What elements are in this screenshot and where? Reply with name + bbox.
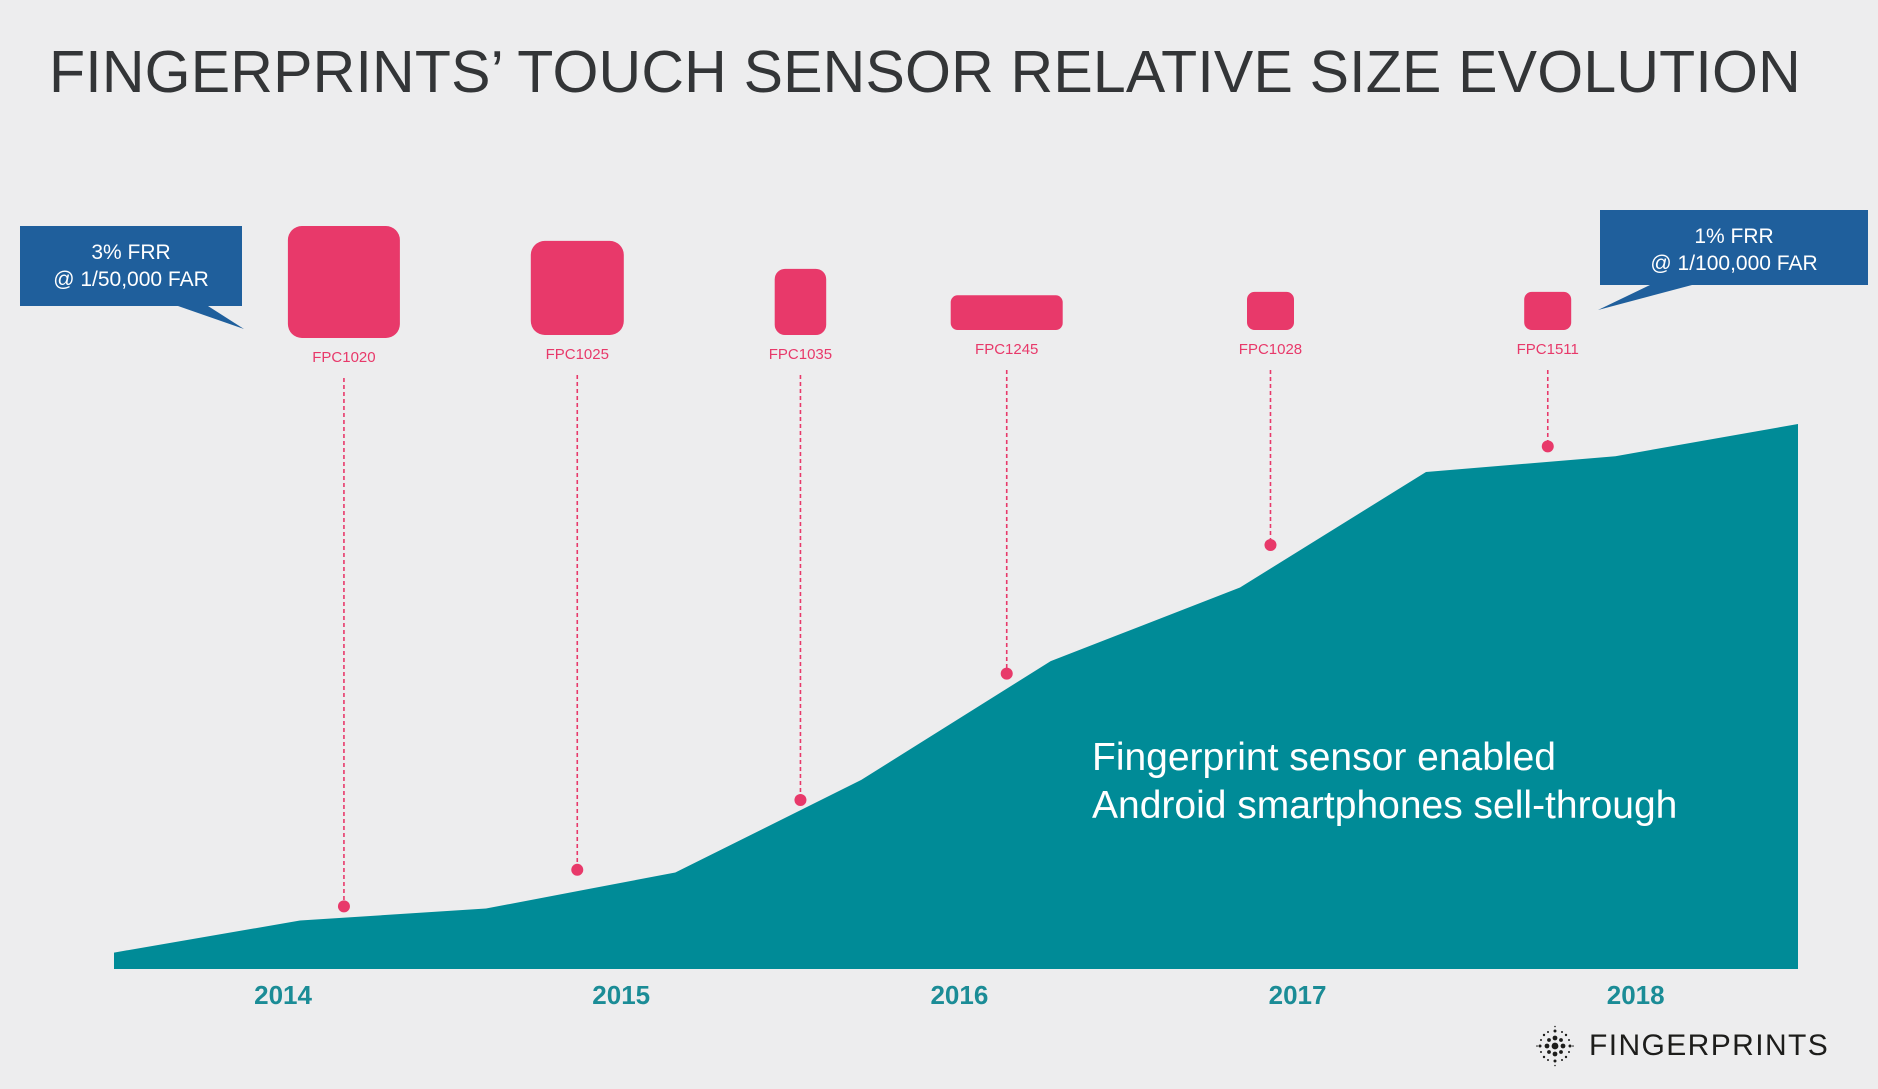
x-tick-label: 2014 <box>254 980 312 1010</box>
sensor-chip <box>1247 291 1294 330</box>
callout-pointer <box>178 306 244 329</box>
callout-pointer <box>1598 285 1692 310</box>
sensor-label: FPC1511 <box>1517 341 1579 358</box>
area-layer <box>114 424 1798 969</box>
callout-text: 1% FRR @ 1/100,000 FAR <box>1650 225 1817 275</box>
sensor-point <box>1264 538 1277 551</box>
brand-footer: FINGERPRINTS <box>1536 1025 1829 1067</box>
brand-name: FINGERPRINTS <box>1589 1029 1830 1062</box>
sensor-label: FPC1025 <box>546 346 609 363</box>
callout-line: 1% FRR <box>1694 225 1773 248</box>
callout-line: @ 1/50,000 FAR <box>53 268 209 291</box>
sensor-label: FPC1028 <box>1239 341 1302 358</box>
sensor-point <box>794 794 807 807</box>
connector-layer <box>337 370 1554 913</box>
callout-line: @ 1/100,000 FAR <box>1650 252 1817 275</box>
x-tick-label: 2015 <box>592 980 650 1010</box>
sensor-chip <box>1524 291 1572 330</box>
page-title: FINGERPRINTS’ TOUCH SENSOR RELATIVE SIZE… <box>49 39 1801 105</box>
area-series-0 <box>114 424 1798 969</box>
callout-box <box>1600 210 1868 285</box>
sensor-chip <box>950 295 1063 330</box>
area-annotation: Fingerprint sensor enabled Android smartp… <box>1092 736 1677 827</box>
sensor-point <box>571 863 584 876</box>
callout-line: 3% FRR <box>91 241 170 264</box>
sensor-point <box>1541 440 1554 453</box>
callout-layer: 3% FRR @ 1/50,000 FAR 1% FRR @ 1/100,000 FA… <box>20 210 1868 329</box>
sensor-point <box>1000 667 1013 680</box>
x-tick-label: 2017 <box>1269 980 1327 1010</box>
callout-box <box>20 226 242 306</box>
sensor-chip <box>774 268 827 335</box>
label-layer: Fingerprint sensor enabled Android smartp… <box>254 736 1677 1010</box>
sensor-label: FPC1020 <box>312 349 375 366</box>
area-annotation-line: Android smartphones sell-through <box>1092 784 1677 827</box>
sensor-chip <box>287 226 400 338</box>
sensor-layer: FPC1020 FPC1025 FPC1035 FPC1245 FPC1028 FPC15… <box>287 226 1579 366</box>
x-tick-label: 2016 <box>930 980 988 1010</box>
sensor-label: FPC1035 <box>769 346 832 363</box>
sensor-label: FPC1245 <box>975 341 1038 358</box>
x-tick-label: 2018 <box>1607 980 1665 1010</box>
callout-text: 3% FRR @ 1/50,000 FAR <box>53 241 209 291</box>
area-annotation-line: Fingerprint sensor enabled <box>1092 736 1556 779</box>
sensor-chip <box>530 240 624 335</box>
fingerprints-logo-icon <box>1536 1025 1574 1067</box>
sensor-point <box>337 900 350 913</box>
